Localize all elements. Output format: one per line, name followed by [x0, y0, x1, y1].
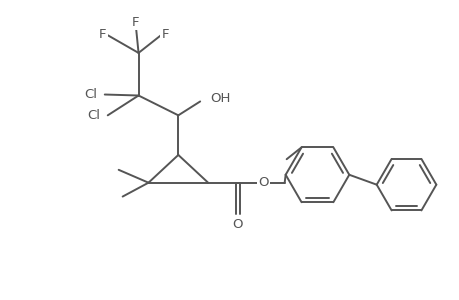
Text: Cl: Cl	[87, 109, 100, 122]
Text: F: F	[132, 16, 139, 29]
Text: F: F	[99, 28, 106, 40]
Text: OH: OH	[210, 92, 230, 105]
Text: O: O	[258, 176, 269, 189]
Text: O: O	[232, 218, 243, 231]
Text: F: F	[161, 28, 169, 40]
Text: Cl: Cl	[84, 88, 96, 101]
